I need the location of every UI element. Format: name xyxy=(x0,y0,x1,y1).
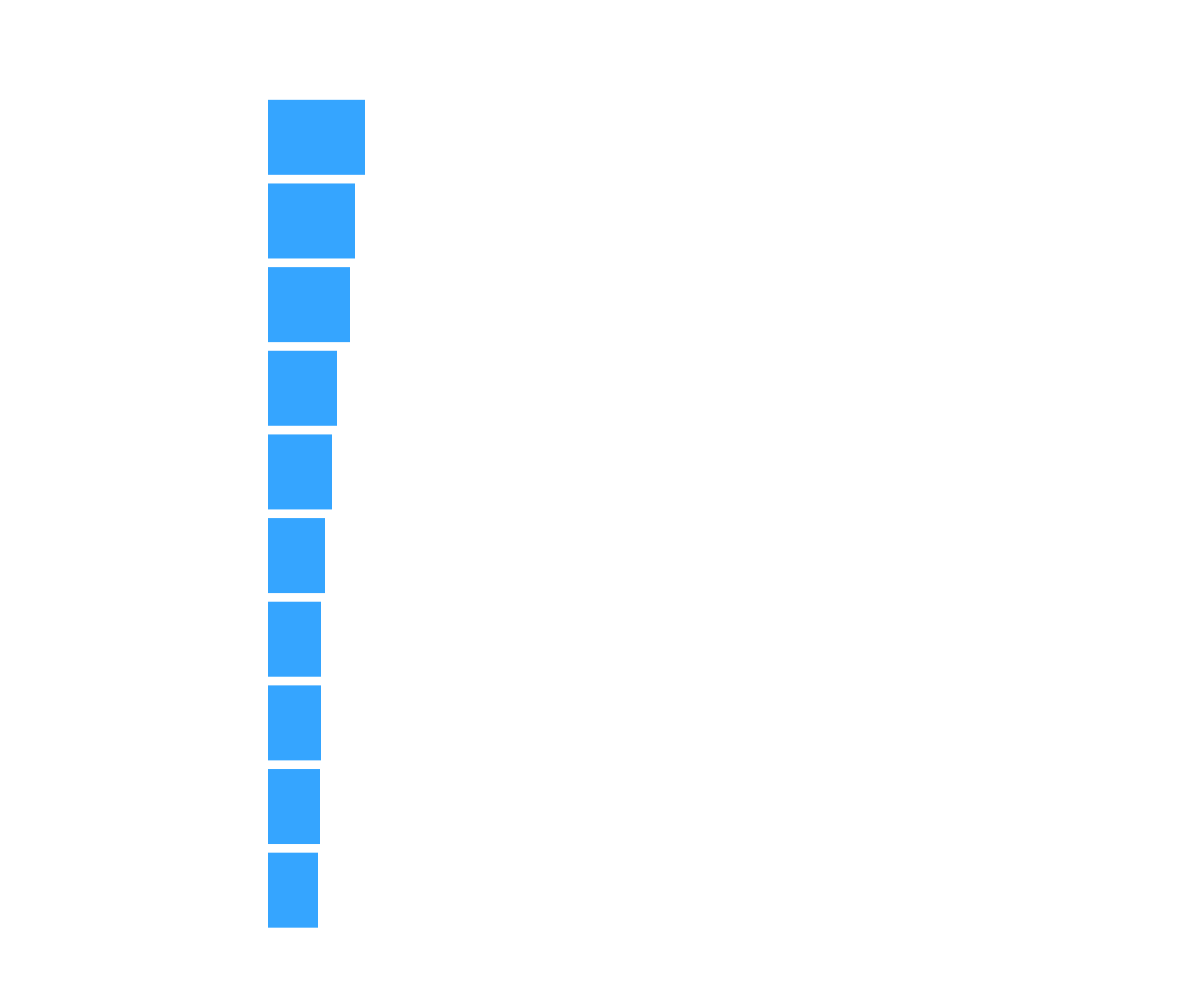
bar xyxy=(268,350,337,426)
bar xyxy=(268,685,321,761)
bar xyxy=(268,183,355,259)
bar xyxy=(268,601,321,677)
bar xyxy=(268,769,320,845)
bar xyxy=(268,852,318,928)
bar xyxy=(268,434,332,510)
bar xyxy=(268,99,365,175)
bar xyxy=(268,518,325,594)
bar xyxy=(268,267,350,343)
